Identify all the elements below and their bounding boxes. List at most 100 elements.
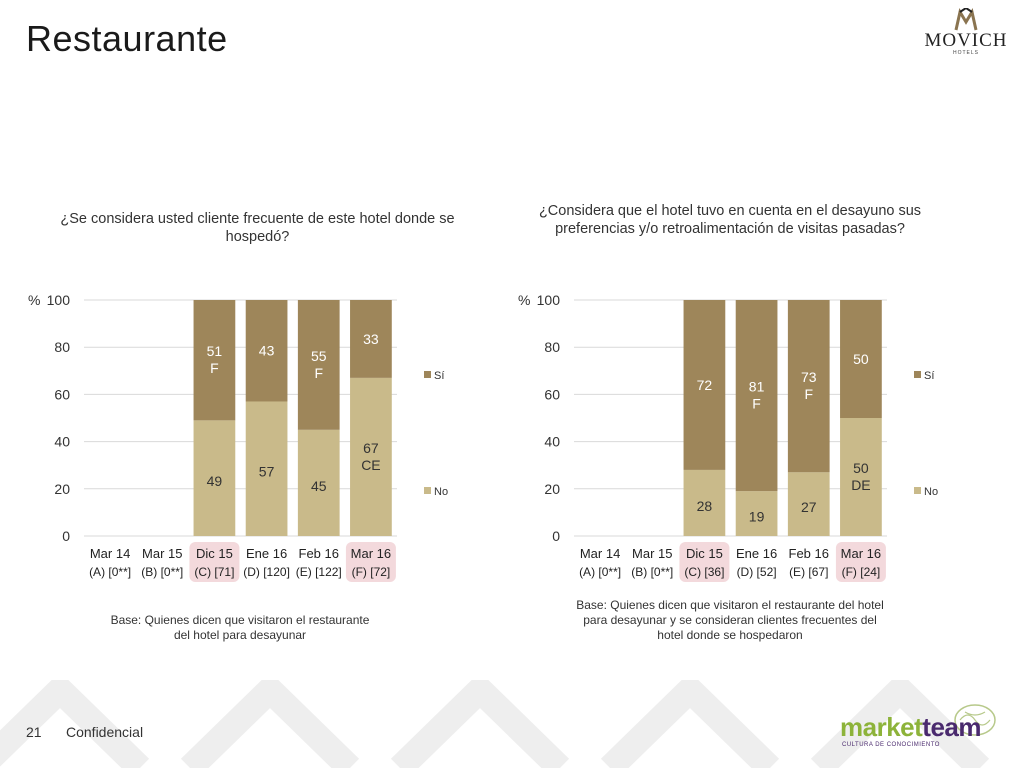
data-label-no: 27: [801, 499, 817, 515]
y-tick-label: 0: [62, 528, 70, 544]
page-title: Restaurante: [26, 18, 228, 59]
y-tick-label: 60: [54, 386, 70, 402]
x-tick-sublabel: (B) [0**]: [141, 565, 183, 579]
legend-label-no: No: [434, 486, 448, 498]
sig-label-si: F: [314, 365, 323, 381]
bar-no: [683, 469, 726, 536]
y-tick-label: 20: [544, 481, 560, 497]
y-tick-label: 40: [544, 434, 560, 450]
data-label-no: 28: [697, 498, 713, 514]
data-label-no: 19: [749, 509, 765, 525]
movich-logo-text: MOVICH: [924, 30, 1008, 51]
bar-si: [350, 300, 392, 378]
legend-swatch-si: [914, 371, 921, 378]
chart-question-left: ¿Se considera usted cliente frecuente de…: [60, 211, 455, 245]
data-label-si: 72: [697, 377, 713, 393]
x-tick-sublabel: (F) [72]: [352, 565, 391, 579]
y-tick-label: 40: [54, 434, 70, 450]
x-tick-sublabel: (C) [71]: [194, 565, 234, 579]
legend-swatch-no: [914, 487, 921, 494]
x-tick-label: Mar 14: [580, 546, 620, 561]
sig-label-si: F: [804, 386, 813, 402]
x-tick-label: Dic 15: [686, 546, 723, 561]
legend-label-no: No: [924, 486, 938, 498]
bar-si: [193, 300, 236, 421]
data-label-si: 51: [207, 343, 223, 359]
x-tick-label: Feb 16: [789, 546, 829, 561]
bar-no: [297, 429, 340, 536]
x-tick-sublabel: (A) [0**]: [89, 565, 131, 579]
data-label-si: 43: [259, 343, 275, 359]
y-tick-label: 20: [54, 481, 70, 497]
x-tick-label: Mar 14: [90, 546, 130, 561]
page-number: 21: [26, 724, 42, 740]
y-axis-label: %: [518, 292, 530, 308]
category-highlight: [835, 542, 886, 582]
x-tick-label: Dic 15: [196, 546, 233, 561]
sig-label-no: CE: [361, 457, 380, 473]
x-tick-label: Mar 16: [351, 546, 391, 561]
bar-si: [297, 300, 340, 430]
movich-logo-sub: HOTELS: [952, 50, 979, 56]
y-tick-label: 80: [54, 339, 70, 355]
x-tick-sublabel: (F) [24]: [842, 565, 881, 579]
brain-icon: [954, 704, 996, 736]
category-highlight: [679, 542, 730, 582]
x-tick-label: Mar 15: [632, 546, 672, 561]
x-tick-label: Mar 15: [142, 546, 182, 561]
bar-no: [840, 418, 882, 536]
bar-no: [350, 377, 392, 536]
x-tick-label: Ene 16: [246, 546, 287, 561]
marketteam-wordmark: marketteam: [840, 712, 981, 743]
sig-label-si: F: [210, 360, 219, 376]
bar-si: [787, 300, 830, 473]
data-label-si: 81: [749, 379, 765, 395]
data-label-si: 50: [853, 351, 869, 367]
y-tick-label: 60: [544, 386, 560, 402]
marketteam-word-a: market: [840, 712, 923, 742]
y-tick-label: 80: [544, 339, 560, 355]
legend-label-si: Sí: [924, 370, 934, 382]
x-tick-sublabel: (C) [36]: [684, 565, 724, 579]
y-axis-label: %: [28, 292, 40, 308]
data-label-no: 45: [311, 478, 327, 494]
bar-no: [735, 491, 778, 536]
marketteam-logo: marketteam CULTURA DE CONOCIMIENTO: [840, 702, 1000, 752]
x-tick-label: Feb 16: [299, 546, 339, 561]
x-tick-sublabel: (E) [67]: [789, 565, 828, 579]
x-tick-sublabel: (D) [52]: [737, 565, 777, 579]
category-highlight: [345, 542, 396, 582]
confidential-label: Confidencial: [66, 724, 144, 740]
legend-swatch-no: [424, 487, 431, 494]
bar-no: [245, 401, 288, 536]
x-tick-label: Ene 16: [736, 546, 777, 561]
category-highlight: [189, 542, 240, 582]
y-tick-label: 100: [537, 292, 561, 308]
base-note-left: Base: Quienes dicen que visitaron el res…: [110, 613, 370, 642]
data-label-no: 57: [259, 464, 275, 480]
background-watermark: [0, 680, 990, 768]
legend-label-si: Sí: [434, 370, 444, 382]
x-tick-sublabel: (D) [120]: [243, 565, 290, 579]
bar-si: [245, 300, 288, 402]
bar-no: [193, 420, 236, 536]
legend-swatch-si: [424, 371, 431, 378]
y-tick-label: 100: [47, 292, 71, 308]
data-label-no: 49: [207, 473, 223, 489]
data-label-no: 50: [853, 460, 869, 476]
data-label-si: 33: [363, 331, 379, 347]
base-note-right: Base: Quienes dicen que visitaron el res…: [576, 598, 884, 642]
x-tick-sublabel: (E) [122]: [296, 565, 342, 579]
data-label-no: 67: [363, 440, 379, 456]
marketteam-tagline: CULTURA DE CONOCIMIENTO: [842, 742, 940, 748]
data-label-si: 73: [801, 369, 817, 385]
movich-logo: MOVICH HOTELS: [918, 8, 1014, 58]
y-tick-label: 0: [552, 528, 560, 544]
bar-si: [683, 300, 726, 470]
bar-si: [840, 300, 882, 418]
marketteam-word-b: team: [922, 712, 981, 742]
